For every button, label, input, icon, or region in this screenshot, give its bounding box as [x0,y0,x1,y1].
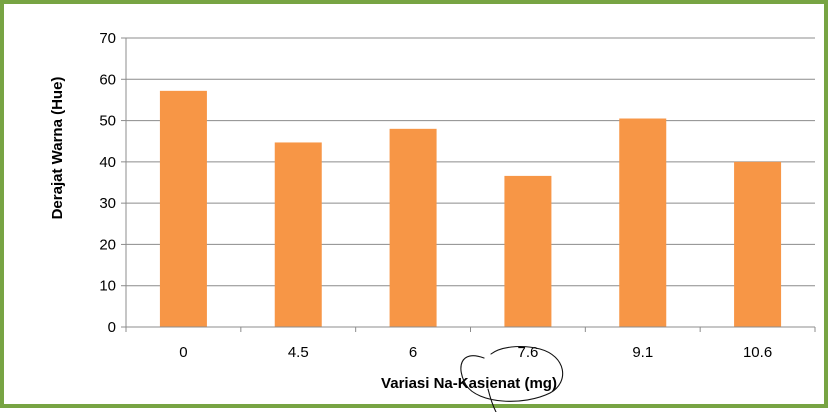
y-tick-label: 10 [99,278,116,295]
bar-7-6 [504,175,552,327]
bar-4-5 [274,142,322,327]
x-axis-title: Variasi Na-Kasienat (mg) [381,375,557,392]
x-tick-label: 7.6 [517,344,538,361]
bar-chart: 0 10 20 30 40 50 60 70 0 4.5 6 7.6 9.1 10.6 Variasi … [49,30,816,412]
y-tick-label: 40 [99,154,116,171]
bars [159,90,782,328]
y-tick-label: 20 [99,236,116,253]
y-tick-label: 30 [99,195,116,212]
bar-6 [389,128,437,327]
bar-0 [159,90,207,328]
y-axis-title: Derajat Warna (Hue) [49,77,66,220]
y-tick-label: 0 [108,319,116,336]
y-tick-labels: 0 10 20 30 40 50 60 70 [99,30,116,336]
x-tick-label: 4.5 [288,344,309,361]
x-tick-label: 6 [409,344,417,361]
y-tick-label: 50 [99,113,116,130]
x-tick-labels: 0 4.5 6 7.6 9.1 10.6 [179,344,772,361]
x-tick-label: 0 [179,344,187,361]
bar-9-1 [619,118,667,327]
y-tick-label: 60 [99,71,116,88]
bar-10-6 [734,161,782,327]
x-tick-label: 10.6 [743,344,772,361]
y-tick-label: 70 [99,30,116,47]
axes [121,37,816,332]
gridlines [126,37,815,287]
x-tick-label: 9.1 [632,344,653,361]
